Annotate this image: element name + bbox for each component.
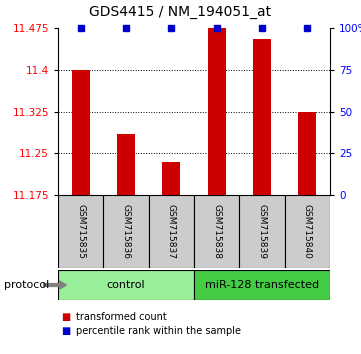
Text: transformed count: transformed count (76, 312, 167, 322)
Bar (149, 195, 194, 268)
Bar (285, 195, 330, 268)
Bar (71, 70, 90, 195)
Bar (103, 195, 149, 268)
Bar (239, 195, 285, 268)
Text: GSM715838: GSM715838 (212, 204, 221, 259)
Text: ■: ■ (62, 326, 71, 336)
Text: percentile rank within the sample: percentile rank within the sample (76, 326, 241, 336)
Text: ■: ■ (62, 312, 71, 322)
Text: GSM715837: GSM715837 (167, 204, 176, 259)
Bar (253, 39, 271, 195)
Bar (194, 195, 239, 268)
Text: GSM715835: GSM715835 (76, 204, 85, 259)
Text: GSM715840: GSM715840 (303, 204, 312, 259)
Text: GSM715839: GSM715839 (257, 204, 266, 259)
Bar (117, 134, 135, 195)
Bar (58, 195, 103, 268)
Bar (58, 270, 194, 300)
Text: control: control (107, 280, 145, 290)
Text: protocol: protocol (4, 280, 49, 290)
Bar (194, 270, 330, 300)
Bar (298, 112, 316, 195)
Bar (208, 28, 226, 195)
Text: GDS4415 / NM_194051_at: GDS4415 / NM_194051_at (90, 5, 271, 19)
Text: miR-128 transfected: miR-128 transfected (205, 280, 319, 290)
Bar (162, 161, 180, 195)
Text: GSM715836: GSM715836 (122, 204, 130, 259)
